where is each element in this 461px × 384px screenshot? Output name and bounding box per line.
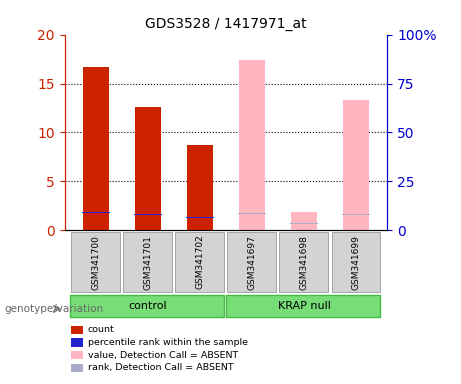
Text: GSM341698: GSM341698 — [300, 235, 308, 290]
Bar — [83, 67, 109, 230]
Text: count: count — [88, 325, 114, 334]
Bar — [342, 214, 370, 215]
FancyBboxPatch shape — [279, 232, 328, 293]
FancyBboxPatch shape — [71, 232, 120, 293]
Text: GSM341699: GSM341699 — [351, 235, 361, 290]
FancyBboxPatch shape — [124, 232, 172, 293]
Bar — [135, 107, 161, 230]
FancyBboxPatch shape — [175, 232, 225, 293]
Text: GSM341697: GSM341697 — [248, 235, 256, 290]
FancyBboxPatch shape — [226, 295, 380, 318]
Bar — [134, 214, 162, 215]
Text: genotype/variation: genotype/variation — [5, 304, 104, 314]
FancyBboxPatch shape — [70, 295, 225, 318]
Bar — [82, 212, 110, 213]
Text: value, Detection Call = ABSENT: value, Detection Call = ABSENT — [88, 351, 238, 360]
Text: GSM341702: GSM341702 — [195, 235, 204, 290]
Title: GDS3528 / 1417971_at: GDS3528 / 1417971_at — [145, 17, 307, 31]
Bar — [291, 212, 317, 230]
Bar — [290, 223, 318, 224]
Bar — [238, 213, 266, 214]
Bar — [343, 100, 369, 230]
FancyBboxPatch shape — [331, 232, 380, 293]
Bar — [239, 60, 265, 230]
FancyBboxPatch shape — [227, 232, 277, 293]
Text: rank, Detection Call = ABSENT: rank, Detection Call = ABSENT — [88, 363, 233, 372]
Text: KRAP null: KRAP null — [278, 301, 331, 311]
Bar — [186, 217, 214, 218]
Text: percentile rank within the sample: percentile rank within the sample — [88, 338, 248, 347]
Text: control: control — [129, 301, 167, 311]
Bar — [187, 145, 213, 230]
Text: GSM341701: GSM341701 — [143, 235, 152, 290]
Text: GSM341700: GSM341700 — [91, 235, 100, 290]
